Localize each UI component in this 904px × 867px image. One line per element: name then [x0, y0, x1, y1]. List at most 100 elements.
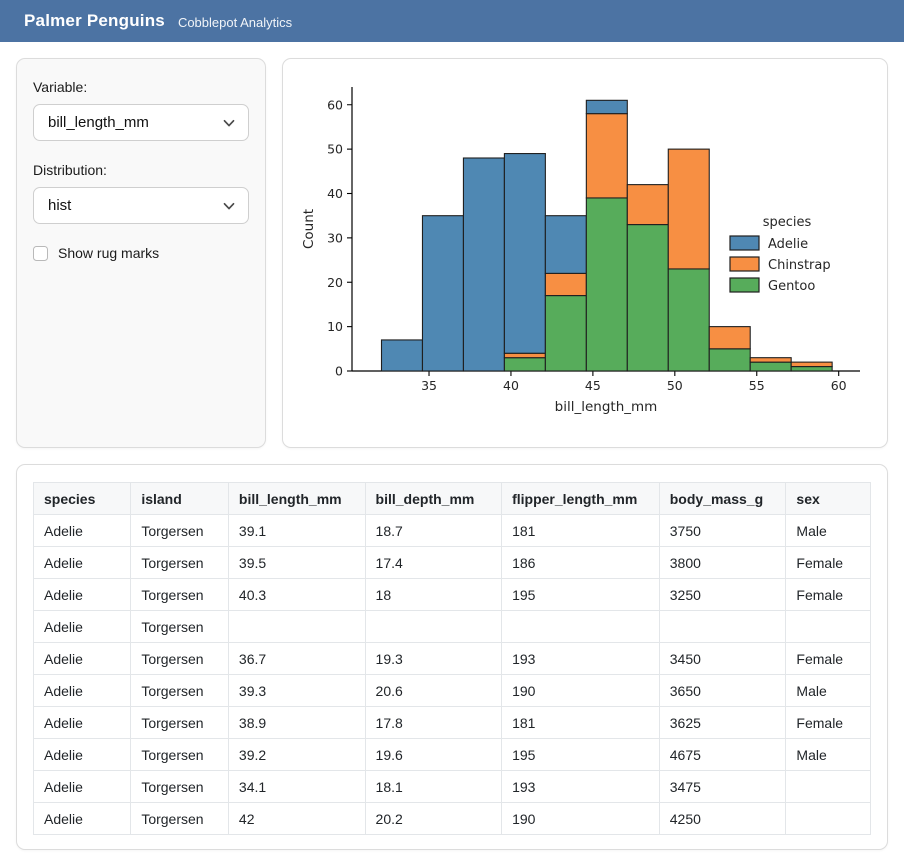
table-cell: 4675: [658, 738, 787, 771]
legend-label: Chinstrap: [768, 258, 831, 273]
table-cell: [658, 610, 787, 643]
y-tick-label: 0: [335, 364, 343, 379]
sidebar: Variable: bill_length_mm Distribution: h…: [16, 58, 266, 448]
table-row: Adelie Torgersen 36.7 19.3 193 3450 Female: [32, 642, 871, 675]
table-cell: 39.2: [227, 738, 366, 771]
hist-bar-segment: [626, 224, 669, 372]
hist-bar-segment: [503, 352, 546, 359]
variable-label: Variable:: [33, 79, 88, 95]
y-tick-label: 10: [327, 319, 343, 334]
table-cell: 34.1: [227, 770, 366, 803]
table-row: Adelie Torgersen 39.3 20.6 190 3650 Male: [32, 674, 871, 707]
column-header: flipper_length_mm: [501, 482, 660, 515]
table-row: Adelie Torgersen 34.1 18.1 193 3475: [32, 770, 871, 803]
table-cell: Torgersen: [130, 514, 229, 547]
x-tick-label: 50: [667, 378, 683, 393]
table-row: Adelie Torgersen 40.3 18 195 3250 Female: [32, 578, 871, 611]
distribution-select-value: hist: [48, 197, 72, 214]
rug-checkbox-row[interactable]: Show rug marks: [33, 245, 249, 261]
hist-bar-segment: [585, 99, 628, 115]
table-cell: 195: [501, 578, 660, 611]
x-tick-label: 45: [585, 378, 601, 393]
distribution-select[interactable]: hist: [33, 187, 249, 224]
table-cell: Adelie: [32, 770, 132, 803]
variable-select[interactable]: bill_length_mm: [33, 104, 249, 141]
legend-title: species: [763, 215, 812, 230]
hist-bar-segment: [544, 215, 587, 274]
table-cell: 20.2: [364, 802, 503, 835]
table-cell: Male: [785, 674, 871, 707]
table-cell: [227, 610, 366, 643]
table-cell: Torgersen: [130, 610, 229, 643]
table-cell: [785, 802, 871, 835]
hist-bar-segment: [667, 148, 710, 270]
table-row: Adelie Torgersen 38.9 17.8 181 3625 Female: [32, 706, 871, 739]
table-row: Adelie Torgersen 39.2 19.6 195 4675 Male: [32, 738, 871, 771]
table-cell: 38.9: [227, 706, 366, 739]
table-row: Adelie Torgersen 39.5 17.4 186 3800 Female: [32, 546, 871, 579]
table-cell: 3250: [658, 578, 787, 611]
legend-swatch: [729, 256, 760, 272]
hist-bar-segment: [421, 215, 464, 372]
hist-bar-segment: [585, 197, 628, 372]
hist-bar-segment: [749, 357, 792, 363]
table-cell: Adelie: [32, 802, 132, 835]
table-row: Adelie Torgersen 42 20.2 190 4250: [32, 802, 871, 835]
table-cell: Adelie: [32, 514, 132, 547]
app-header: Palmer Penguins Cobblepot Analytics: [0, 0, 904, 42]
x-axis-label: bill_length_mm: [555, 399, 658, 415]
table-cell: Adelie: [32, 706, 132, 739]
table-cell: 4250: [658, 802, 787, 835]
table-header: species island bill_length_mm bill_depth_mm…: [32, 482, 871, 515]
table-cell: 3625: [658, 706, 787, 739]
hist-bar-segment: [790, 366, 833, 372]
table-cell: Adelie: [32, 674, 132, 707]
x-tick-label: 35: [421, 378, 437, 393]
y-tick-label: 40: [327, 186, 343, 201]
y-tick-label: 30: [327, 230, 343, 245]
hist-bar-segment: [462, 157, 505, 372]
table-cell: 195: [501, 738, 660, 771]
table-cell: 181: [501, 514, 660, 547]
table-cell: Female: [785, 578, 871, 611]
table-cell: Torgersen: [130, 578, 229, 611]
column-header: body_mass_g: [658, 482, 787, 515]
table-cell: Female: [785, 546, 871, 579]
hist-bar-segment: [503, 153, 546, 354]
x-tick-label: 60: [831, 378, 847, 393]
page-title: Palmer Penguins: [24, 11, 165, 30]
table-cell: Torgersen: [130, 546, 229, 579]
table-cell: 39.1: [227, 514, 366, 547]
rug-checkbox[interactable]: [33, 245, 48, 261]
y-tick-label: 60: [327, 97, 343, 112]
legend-swatch: [729, 235, 760, 251]
table-cell: 190: [501, 674, 660, 707]
column-header: sex: [785, 482, 871, 515]
table-cell: Torgersen: [130, 770, 229, 803]
table-cell: [785, 770, 871, 803]
table-cell: Female: [785, 706, 871, 739]
legend-label: Gentoo: [768, 279, 815, 294]
x-tick-label: 55: [749, 378, 765, 393]
table-cell: 3475: [658, 770, 787, 803]
hist-bar-segment: [708, 348, 751, 372]
distribution-label: Distribution:: [33, 162, 107, 178]
table-cell: 20.6: [364, 674, 503, 707]
table-cell: 186: [501, 546, 660, 579]
table-cell: 181: [501, 706, 660, 739]
hist-bar-segment: [749, 361, 792, 372]
y-tick-label: 50: [327, 142, 343, 157]
legend-label: Adelie: [768, 237, 808, 252]
table-cell: Adelie: [32, 610, 132, 643]
table-cell: 42: [227, 802, 366, 835]
y-axis-label: Count: [301, 209, 317, 249]
table-cell: 39.3: [227, 674, 366, 707]
hist-bar-segment: [667, 268, 710, 372]
table-cell: 40.3: [227, 578, 366, 611]
y-tick-label: 20: [327, 275, 343, 290]
table-cell: Torgersen: [130, 642, 229, 675]
variable-select-value: bill_length_mm: [48, 114, 149, 131]
table-cell: 3750: [658, 514, 787, 547]
table-row: Adelie Torgersen 39.1 18.7 181 3750 Male: [32, 514, 871, 547]
table-cell: Torgersen: [130, 674, 229, 707]
